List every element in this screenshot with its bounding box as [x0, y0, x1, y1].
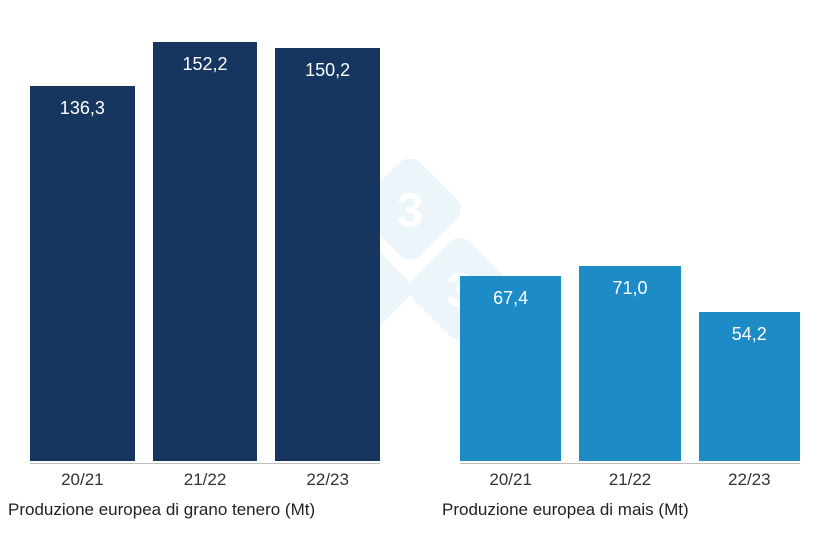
x-label: 22/23 [699, 470, 800, 490]
bar-value: 136,3 [60, 98, 105, 119]
bar-value: 152,2 [182, 54, 227, 75]
chart-area: 136,3 152,2 150,2 20/21 21/22 22/23 [0, 0, 820, 538]
x-axis-wheat: 20/21 21/22 22/23 [30, 463, 380, 490]
bar-value: 54,2 [732, 324, 767, 345]
x-label: 21/22 [153, 470, 258, 490]
bar: 136,3 [30, 86, 135, 461]
x-label: 20/21 [460, 470, 561, 490]
bar-group-wheat: 136,3 152,2 150,2 20/21 21/22 22/23 [30, 21, 380, 490]
bar: 152,2 [153, 42, 258, 461]
bar-value: 71,0 [612, 278, 647, 299]
bar-value: 150,2 [305, 60, 350, 81]
x-label: 20/21 [30, 470, 135, 490]
bar-wrap: 150,2 [275, 48, 380, 461]
bar-wrap: 152,2 [153, 42, 258, 461]
bar-wrap: 71,0 [579, 266, 680, 461]
bar: 54,2 [699, 312, 800, 461]
bar-wrap: 136,3 [30, 86, 135, 461]
bar-value: 67,4 [493, 288, 528, 309]
bar: 150,2 [275, 48, 380, 461]
bar: 67,4 [460, 276, 561, 461]
x-axis-maize: 20/21 21/22 22/23 [460, 463, 800, 490]
bars-wheat: 136,3 152,2 150,2 [30, 21, 380, 461]
x-label: 21/22 [579, 470, 680, 490]
group-title-wheat: Produzione europea di grano tenero (Mt) [8, 500, 315, 520]
bar-wrap: 67,4 [460, 276, 561, 461]
bar-wrap: 54,2 [699, 312, 800, 461]
bar: 71,0 [579, 266, 680, 461]
x-label: 22/23 [275, 470, 380, 490]
group-title-maize: Produzione europea di mais (Mt) [442, 500, 689, 520]
bar-group-maize: 67,4 71,0 54,2 20/21 21/22 22/23 [460, 21, 800, 490]
bars-maize: 67,4 71,0 54,2 [460, 21, 800, 461]
